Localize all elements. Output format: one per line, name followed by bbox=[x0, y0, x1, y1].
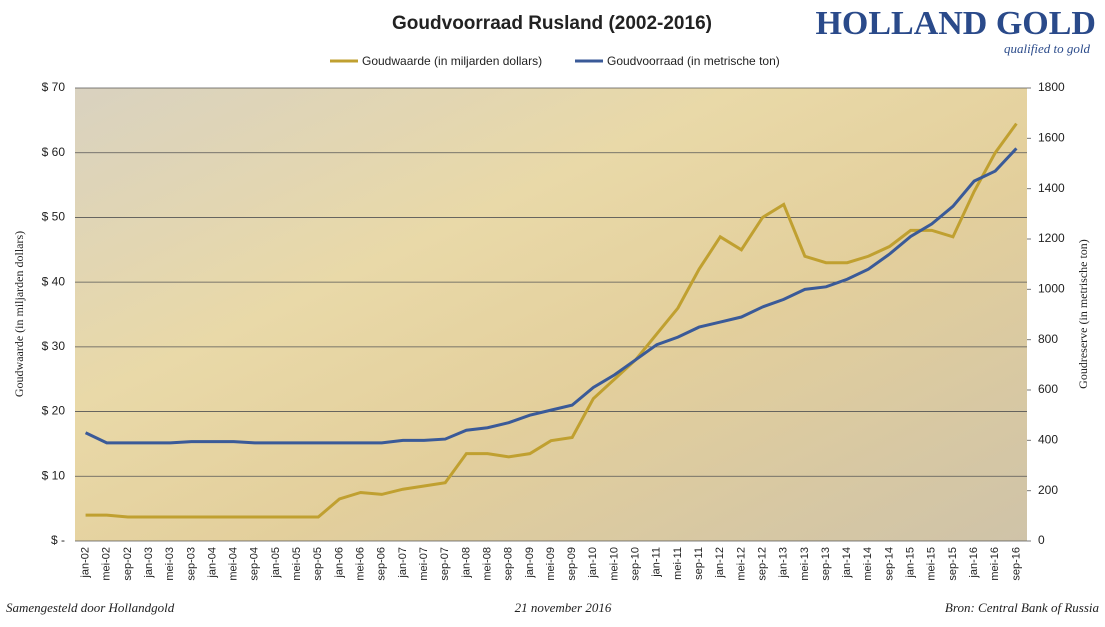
x-tick-label: sep-12 bbox=[756, 547, 768, 581]
x-tick-label: jan-10 bbox=[587, 547, 599, 579]
y-axis-title: Goudwaarde (in miljarden dollars) bbox=[12, 231, 26, 397]
y-tick-label: $ 50 bbox=[42, 210, 66, 224]
y-tick-label: $ 20 bbox=[42, 404, 66, 418]
x-tick-label: sep-09 bbox=[566, 547, 578, 581]
x-tick-label: sep-03 bbox=[185, 547, 197, 581]
x-tick-label: jan-07 bbox=[397, 547, 409, 579]
x-tick-label: jan-02 bbox=[79, 547, 91, 579]
x-tick-label: mei-12 bbox=[735, 547, 747, 581]
legend-label: Goudvoorraad (in metrische ton) bbox=[607, 54, 780, 68]
series-line bbox=[84, 147, 1018, 445]
x-tick-label: jan-04 bbox=[206, 547, 218, 579]
y-tick-label: $ 10 bbox=[42, 468, 66, 482]
footer-left: Samengesteld door Hollandgold bbox=[6, 600, 175, 615]
y2-tick-label: 1400 bbox=[1038, 181, 1065, 195]
legend-label: Goudwaarde (in miljarden dollars) bbox=[362, 54, 542, 68]
x-tick-label: mei-03 bbox=[164, 547, 176, 581]
x-tick-label: jan-05 bbox=[270, 547, 282, 579]
y2-tick-label: 600 bbox=[1038, 382, 1058, 396]
y2-tick-label: 1800 bbox=[1038, 80, 1065, 94]
y-tick-label: $ - bbox=[51, 533, 65, 547]
x-tick-label: jan-06 bbox=[333, 547, 345, 579]
y2-tick-label: 1600 bbox=[1038, 131, 1065, 145]
series-line bbox=[85, 122, 1018, 519]
x-tick-label: mei-10 bbox=[608, 547, 620, 581]
x-tick-label: jan-13 bbox=[778, 547, 790, 579]
x-tick-label: mei-04 bbox=[228, 547, 240, 581]
y2-tick-label: 400 bbox=[1038, 433, 1058, 447]
x-tick-label: sep-06 bbox=[376, 547, 388, 581]
y-tick-label: $ 70 bbox=[42, 80, 66, 94]
y-tick-label: $ 30 bbox=[42, 339, 66, 353]
x-tick-label: jan-11 bbox=[651, 547, 663, 578]
y2-tick-label: 1000 bbox=[1038, 282, 1065, 296]
x-tick-label: sep-16 bbox=[1010, 547, 1022, 581]
chart-title: Goudvoorraad Rusland (2002-2016) bbox=[392, 13, 712, 34]
y2-axis-title: Goudreserve (in metrische ton) bbox=[1076, 239, 1090, 389]
y2-tick-label: 800 bbox=[1038, 332, 1058, 346]
x-tick-label: jan-14 bbox=[841, 547, 853, 579]
footer-right: Bron: Central Bank of Russia bbox=[945, 600, 1100, 615]
x-tick-label: mei-15 bbox=[926, 547, 938, 581]
logo: HOLLAND GOLD bbox=[815, 5, 1096, 42]
y2-tick-label: 0 bbox=[1038, 533, 1045, 547]
footer-center: 21 november 2016 bbox=[515, 600, 612, 615]
x-tick-label: mei-09 bbox=[545, 547, 557, 581]
x-tick-label: mei-06 bbox=[355, 547, 367, 581]
x-tick-label: sep-02 bbox=[122, 547, 134, 581]
x-tick-label: sep-08 bbox=[503, 547, 515, 581]
x-tick-label: jan-08 bbox=[460, 547, 472, 579]
x-tick-label: mei-14 bbox=[862, 547, 874, 581]
x-tick-label: sep-11 bbox=[693, 547, 705, 580]
x-tick-label: jan-12 bbox=[714, 547, 726, 579]
y-tick-label: $ 60 bbox=[42, 145, 66, 159]
x-tick-label: mei-11 bbox=[672, 547, 684, 580]
x-tick-label: sep-07 bbox=[439, 547, 451, 581]
x-tick-label: mei-08 bbox=[481, 547, 493, 581]
y2-tick-label: 1200 bbox=[1038, 231, 1065, 245]
x-tick-label: mei-16 bbox=[989, 547, 1001, 581]
x-tick-label: sep-13 bbox=[820, 547, 832, 581]
plot-background bbox=[75, 88, 1027, 541]
x-tick-label: jan-09 bbox=[524, 547, 536, 579]
x-tick-label: sep-15 bbox=[947, 547, 959, 581]
x-tick-label: mei-02 bbox=[101, 547, 113, 581]
x-tick-label: mei-13 bbox=[799, 547, 811, 581]
y-tick-label: $ 40 bbox=[42, 274, 66, 288]
y2-tick-label: 200 bbox=[1038, 483, 1058, 497]
x-tick-label: mei-05 bbox=[291, 547, 303, 581]
x-tick-label: sep-10 bbox=[630, 547, 642, 581]
x-tick-label: sep-04 bbox=[249, 547, 261, 581]
x-tick-label: mei-07 bbox=[418, 547, 430, 581]
x-tick-label: jan-03 bbox=[143, 547, 155, 579]
x-tick-label: jan-15 bbox=[905, 547, 917, 579]
x-tick-label: jan-16 bbox=[968, 547, 980, 579]
x-tick-label: sep-05 bbox=[312, 547, 324, 581]
x-tick-label: sep-14 bbox=[883, 547, 895, 581]
logo-tagline: qualified to gold bbox=[1004, 41, 1090, 56]
